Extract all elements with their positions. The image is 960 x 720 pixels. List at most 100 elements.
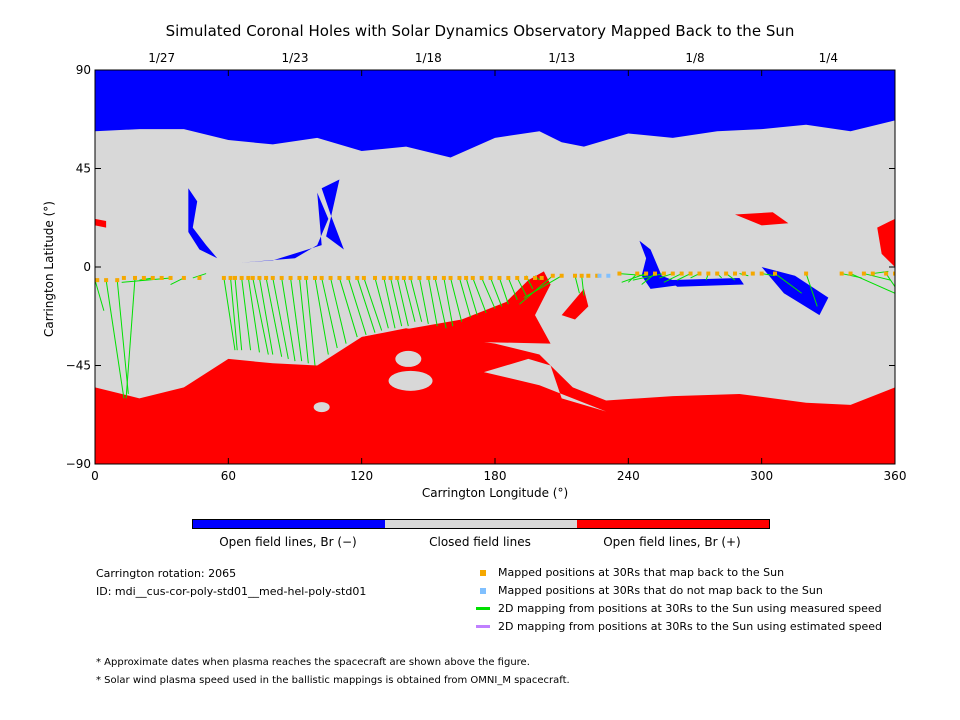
mapping-line [247,277,260,353]
mapping-line [410,277,423,322]
mapping-line [338,277,358,338]
x-tick-label: 360 [884,469,907,483]
top-date-label: 1/18 [415,51,442,65]
red-patch-north [735,212,789,226]
mapping-line [170,277,185,285]
mapped-position-marker [441,275,446,280]
mapped-position-marker [150,275,155,280]
mapped-position-marker [497,275,502,280]
mapping-line [265,277,283,357]
top-date-label: 1/8 [685,51,704,65]
mapping-line [396,277,409,327]
mapped-position-marker [804,271,809,276]
mapped-position-marker [479,275,484,280]
mapping-line [490,277,503,307]
mapping-line [523,275,562,299]
carrington-rotation: Carrington rotation: 2065 [96,567,237,580]
mapped-position-marker [595,273,600,278]
mapping-line [305,277,316,366]
mapped-position-marker [337,275,342,280]
mapping-line [581,275,585,296]
x-tick-label: 0 [91,469,99,483]
mapped-position-marker [319,275,324,280]
mapped-position-marker [104,278,109,283]
legend-label-measured: 2D mapping from positions at 30Rs to the… [498,602,882,615]
mapped-position-marker [426,275,431,280]
top-date-label: 1/23 [282,51,309,65]
red-patch-east [877,218,895,267]
mapped-position-marker [246,275,251,280]
mapping-line [621,273,647,283]
mapping-line [116,280,129,395]
footnote-speed: * Solar wind plasma speed used in the ba… [96,675,570,686]
mapped-position-marker [635,271,640,276]
mapping-line [761,273,776,277]
colorbar-closed [385,520,577,528]
mapped-position-marker [653,271,657,276]
mapping-line [863,273,891,281]
mapping-line [472,277,487,314]
mapping-line [192,273,207,279]
north-coronal-hole [95,70,895,158]
mapping-line [105,280,125,399]
x-tick-label: 180 [484,469,507,483]
mapped-position-marker [457,275,462,280]
mapped-position-marker [586,273,591,278]
mapping-line [632,273,664,281]
mapped-position-marker [470,275,475,280]
legend-label-estimated: 2D mapping from positions at 30Rs to the… [498,620,883,633]
mapped-position-marker [121,275,126,280]
top-date-label: 1/13 [548,51,575,65]
mapped-position-marker [759,271,764,276]
red-patch-equator [561,288,589,320]
mapped-position-marker [559,273,564,278]
mapped-position-marker [848,271,853,276]
top-date-label: 1/4 [819,51,838,65]
mapped-position-marker [550,273,555,278]
mapping-line [443,277,454,327]
mapped-position-marker [488,275,493,280]
blue-extension [321,179,344,250]
mapped-position-marker [257,275,262,280]
mapped-position-marker [228,275,233,280]
mapped-position-marker [159,275,164,280]
mapping-line [139,277,153,281]
colorbar-label-closed: Closed field lines [429,535,531,549]
mapping-line [330,277,347,344]
mapped-position-marker [221,275,226,280]
legend-marker-not-mapped [480,588,486,594]
mapping-line [403,277,416,322]
mapping-line [663,273,682,283]
mapped-position-marker [168,275,173,280]
mapping-line [450,277,463,322]
mapping-line [418,277,429,325]
x-tick-label: 120 [350,469,373,483]
south-coronal-hole [95,328,895,464]
mapped-position-marker [773,271,777,276]
mapped-position-marker [733,271,737,276]
closed-island [313,402,330,413]
mapped-position-marker [506,275,511,280]
closed-island [395,350,422,367]
mapped-position-marker [297,275,302,280]
mapped-position-marker [884,271,889,276]
mapping-line [458,277,472,318]
mapping-line [321,277,338,349]
mapped-position-marker [270,275,275,280]
y-tick-label: 45 [76,162,91,176]
mapped-position-marker [750,271,755,276]
closed-island [388,370,433,391]
mapping-line [125,277,136,399]
chart-title: Simulated Coronal Holes with Solar Dynam… [165,22,795,40]
mapped-position-marker [839,271,844,276]
mapping-line [641,273,656,285]
mapped-position-marker [355,275,360,280]
mapped-position-marker [361,275,366,280]
mapped-position-marker [373,275,377,280]
mapped-position-marker [401,275,406,280]
legend-label-mapped: Mapped positions at 30Rs that map back t… [498,566,785,579]
mapped-position-marker [433,275,437,280]
mapping-line [356,277,376,333]
mapping-line [272,277,289,360]
legend-label-not-mapped: Mapped positions at 30Rs that do not map… [498,584,823,597]
